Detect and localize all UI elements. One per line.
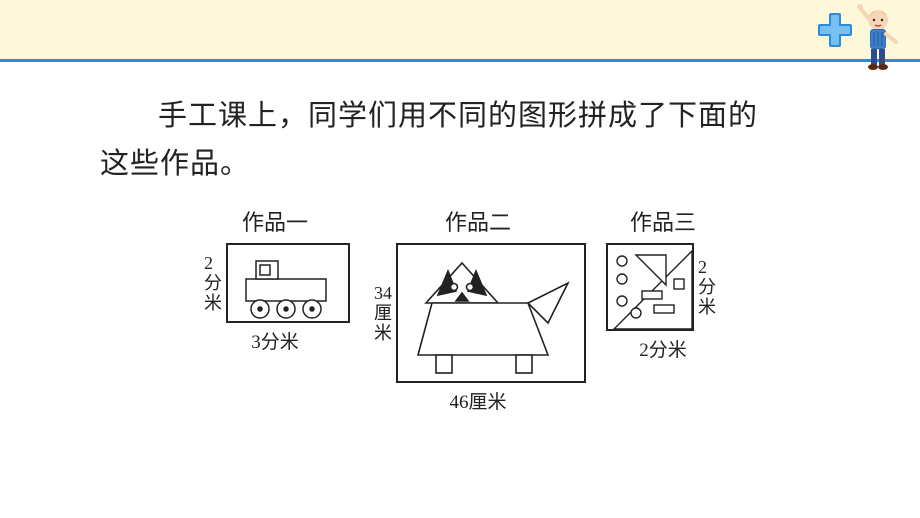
- text-line-1: 手工课上，同学们用不同的图形拼成了下面的: [100, 92, 780, 140]
- puppy-icon: [398, 245, 588, 385]
- figure-1-width-label: 3分米: [251, 327, 299, 354]
- mascot-icon: [812, 2, 902, 77]
- figure-2-title: 作品二: [445, 205, 511, 237]
- problem-text: 手工课上，同学们用不同的图形拼成了下面的 这些作品。: [100, 92, 780, 188]
- figure-1: 作品一 2分米: [200, 205, 350, 354]
- figure-3: 作品三: [606, 205, 720, 362]
- figure-3-rect: [606, 243, 694, 331]
- figure-2: 作品二 34厘米: [370, 205, 586, 414]
- vehicle-icon: [228, 245, 352, 325]
- figure-1-title: 作品一: [242, 205, 308, 237]
- figure-1-height-label: 2分米: [200, 243, 226, 323]
- figure-2-height-label: 34厘米: [370, 243, 396, 383]
- abstract-shapes-icon: [608, 245, 696, 333]
- figure-3-width-label: 2分米: [639, 335, 687, 362]
- figure-2-width-label: 46厘米: [449, 387, 506, 414]
- figures-row: 作品一 2分米: [160, 205, 760, 414]
- figure-2-rect: [396, 243, 586, 383]
- figure-1-rect: [226, 243, 350, 323]
- text-line-2: 这些作品。: [100, 140, 780, 188]
- figure-3-height-label: 2分米: [694, 243, 720, 331]
- header-banner: [0, 0, 920, 62]
- figure-3-title: 作品三: [630, 205, 696, 237]
